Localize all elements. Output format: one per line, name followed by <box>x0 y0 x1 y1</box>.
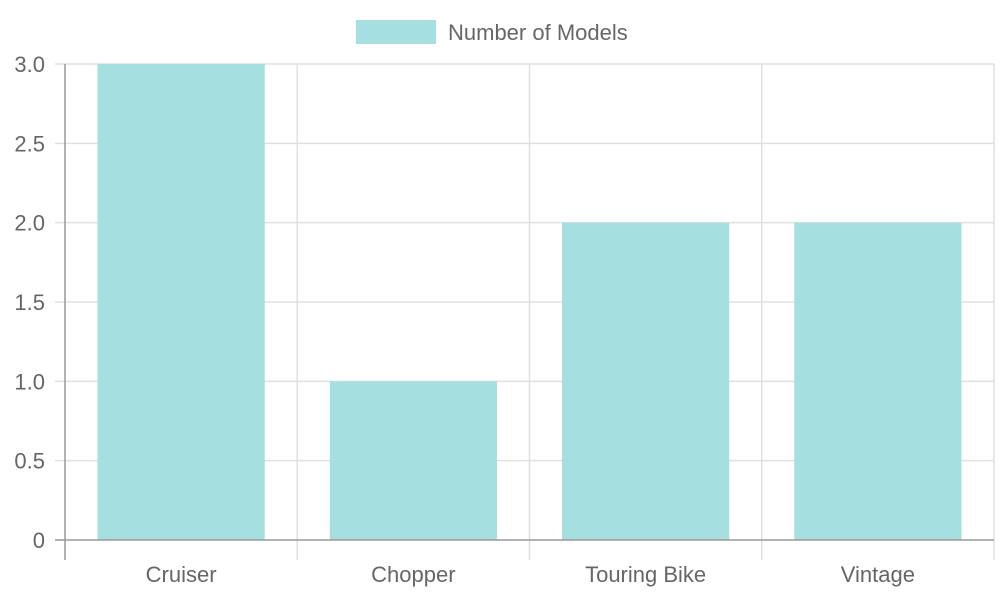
legend-swatch[interactable] <box>356 20 436 44</box>
x-category-labels: Cruiser Chopper Touring Bike Vintage <box>146 562 915 587</box>
y-tick-label: 2.0 <box>14 211 45 236</box>
bar-layer <box>97 64 962 540</box>
x-category-label: Touring Bike <box>585 562 706 587</box>
legend[interactable]: Number of Models <box>356 20 628 45</box>
y-tick-label: 0.5 <box>14 449 45 474</box>
x-category-label: Cruiser <box>146 562 217 587</box>
bar-vintage[interactable] <box>794 222 962 540</box>
y-tick-label: 2.5 <box>14 131 45 156</box>
bar-cruiser[interactable] <box>97 64 265 540</box>
bar-chopper[interactable] <box>329 381 497 540</box>
y-tick-label: 0 <box>33 528 45 553</box>
bar-touring-bike[interactable] <box>562 222 730 540</box>
y-tick-label: 1.5 <box>14 290 45 315</box>
y-tick-label: 3.0 <box>14 52 45 77</box>
legend-label[interactable]: Number of Models <box>448 20 628 45</box>
axis-layer <box>55 64 994 560</box>
y-tick-labels: 0 0.5 1.0 1.5 2.0 2.5 3.0 <box>14 52 45 553</box>
x-category-label: Vintage <box>841 562 915 587</box>
x-category-label: Chopper <box>371 562 455 587</box>
y-tick-label: 1.0 <box>14 369 45 394</box>
